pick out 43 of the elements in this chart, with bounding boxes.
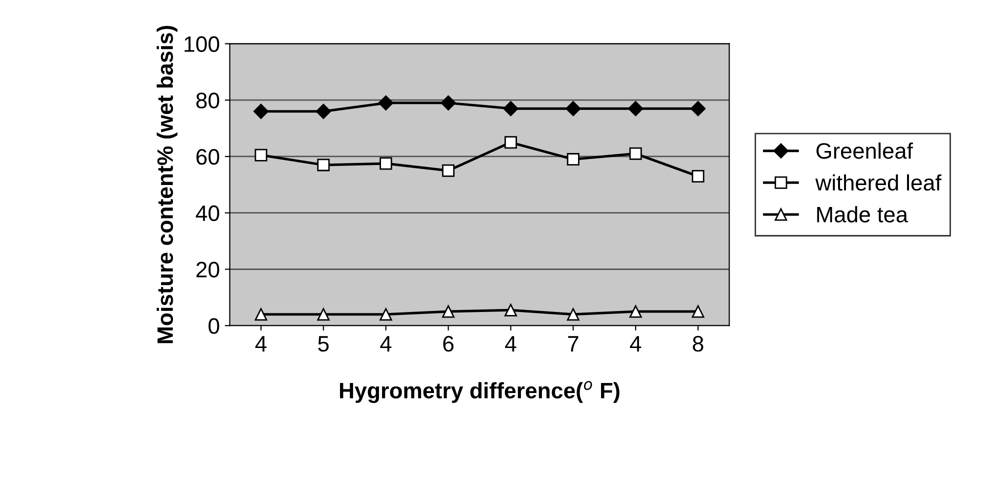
point	[504, 304, 517, 316]
point	[253, 104, 269, 119]
x-tick-label: 7	[568, 336, 578, 352]
legend-label: Greenleaf	[816, 142, 913, 159]
point	[692, 305, 704, 318]
y-tick-label: 0	[208, 318, 220, 334]
point	[692, 170, 704, 182]
point	[254, 148, 268, 162]
x-tick-label: 5	[318, 336, 329, 352]
x-tick-label: 4	[255, 336, 267, 352]
point	[316, 104, 331, 119]
x-tick-label: 4	[380, 336, 392, 352]
point	[690, 101, 706, 116]
point	[440, 95, 456, 111]
point	[628, 101, 644, 116]
point	[317, 308, 330, 321]
point	[566, 308, 580, 321]
point	[504, 136, 517, 149]
point	[380, 157, 392, 170]
point	[503, 101, 518, 116]
x-tick-label: 6	[443, 336, 454, 352]
y-axis-title: Moisture content% (wet basis)	[156, 26, 178, 344]
y-tick-label: 20	[196, 262, 220, 278]
legend-label: Made tea	[817, 206, 908, 222]
x-axis-title: Hygrometry difference($^{o}$ F)	[340, 381, 620, 403]
point	[317, 158, 330, 172]
x-tick-label: 8	[692, 336, 704, 352]
point	[566, 153, 580, 166]
y-tick-label: 60	[196, 149, 220, 165]
point	[442, 164, 455, 177]
y-tick-label: 80	[196, 92, 220, 108]
point	[629, 305, 642, 318]
point	[566, 101, 581, 116]
point	[254, 308, 268, 321]
legend-label: withered leaf	[815, 174, 942, 191]
y-tick-label: 100	[184, 36, 220, 52]
point	[629, 147, 642, 160]
x-tick-label: 4	[505, 336, 516, 352]
x-tick-label: 4	[630, 336, 642, 352]
point	[380, 308, 392, 321]
point	[442, 305, 455, 318]
point	[378, 95, 394, 111]
y-tick-label: 40	[196, 205, 220, 222]
